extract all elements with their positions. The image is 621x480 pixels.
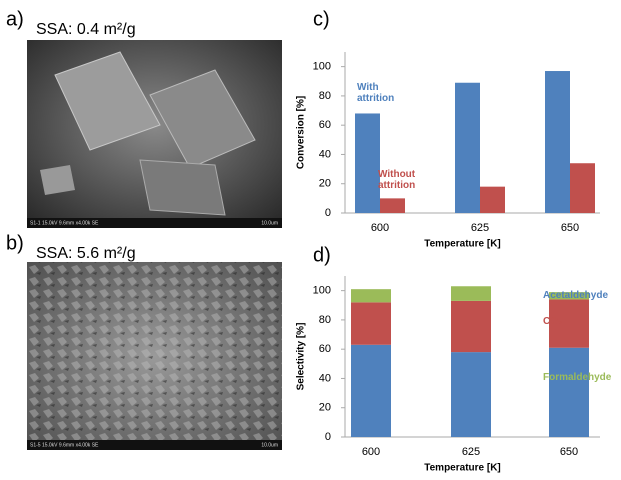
bar <box>545 71 570 213</box>
bar-segment <box>351 302 391 344</box>
y-axis-label: Conversion [%] <box>296 96 307 169</box>
figure-canvas: a) SSA: 0.4 m²/g S1-1 15.0kV 9.6mm x4.00… <box>0 0 621 480</box>
panel-label: b) <box>6 232 24 254</box>
bar <box>455 83 480 213</box>
x-axis-label: Temperature [K] <box>424 239 501 250</box>
bar <box>355 113 380 213</box>
y-axis-label: Selectivity [%] <box>296 323 307 391</box>
bar-segment <box>451 286 491 301</box>
y-tick-label: 80 <box>319 314 331 326</box>
sem-image: S1-5 15.0kV 9.6mm x4.00k SE 10.0um <box>27 262 282 450</box>
sem-info: S1-5 15.0kV 9.6mm x4.00k SE <box>30 442 99 448</box>
x-tick-label: 625 <box>471 222 489 234</box>
series-label: CO₂ <box>543 316 583 327</box>
bar-segment <box>351 289 391 302</box>
series-label: With attrition <box>357 82 407 104</box>
y-tick-label: 80 <box>319 90 331 102</box>
x-axis-label: Temperature [K] <box>424 463 501 474</box>
bar <box>570 163 595 213</box>
x-tick-label: 600 <box>371 222 389 234</box>
y-tick-label: 0 <box>325 207 331 219</box>
series-label: Formaldehyde <box>543 372 621 383</box>
figure: a) SSA: 0.4 m²/g S1-1 15.0kV 9.6mm x4.00… <box>0 0 621 480</box>
y-tick-label: 40 <box>319 372 331 384</box>
y-tick-label: 20 <box>319 178 331 190</box>
bar-segment <box>451 352 491 437</box>
bar <box>380 198 405 213</box>
y-tick-label: 60 <box>319 343 331 355</box>
sem-image: S1-1 15.0kV 9.6mm x4.00k SE 10.0um <box>27 40 282 228</box>
panel-label: a) <box>6 8 24 30</box>
sem-scale: 10.0um <box>261 442 278 448</box>
x-tick-label: 625 <box>462 446 480 458</box>
y-tick-label: 100 <box>313 61 331 73</box>
x-tick-label: 650 <box>561 222 579 234</box>
bar-segment <box>351 345 391 437</box>
sem-info: S1-1 15.0kV 9.6mm x4.00k SE <box>30 220 99 226</box>
series-label: Acetaldehyde <box>543 290 621 301</box>
x-tick-label: 650 <box>560 446 578 458</box>
y-tick-label: 100 <box>313 285 331 297</box>
y-tick-label: 40 <box>319 148 331 160</box>
ssa-label: SSA: 0.4 m²/g <box>36 21 136 38</box>
x-tick-label: 600 <box>362 446 380 458</box>
panel-label: c) <box>313 8 330 30</box>
panel-label: d) <box>313 244 331 266</box>
sem-scale: 10.0um <box>261 220 278 226</box>
bar-segment <box>549 348 589 437</box>
bar-segment <box>451 301 491 352</box>
y-tick-label: 20 <box>319 402 331 414</box>
bar <box>480 187 505 213</box>
series-label: Without attrition <box>378 169 438 191</box>
y-tick-label: 60 <box>319 119 331 131</box>
y-tick-label: 0 <box>325 431 331 443</box>
ssa-label: SSA: 5.6 m²/g <box>36 245 136 262</box>
